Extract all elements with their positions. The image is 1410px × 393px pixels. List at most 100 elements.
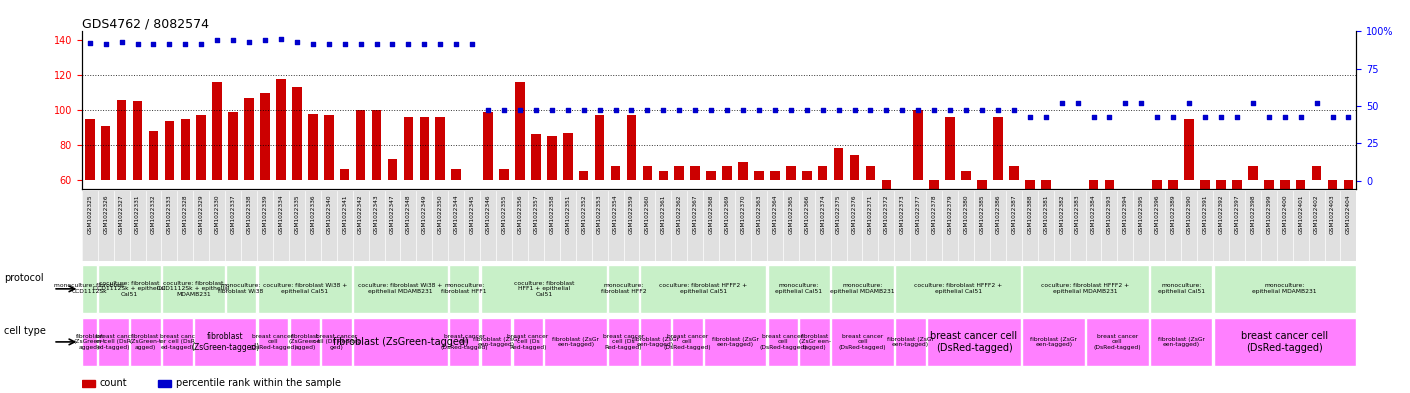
Bar: [1200, 180, 1210, 215]
Point: [461, 41, 484, 48]
Text: breast cancer
cell
(DsRed-tagged): breast cancer cell (DsRed-tagged): [759, 334, 807, 350]
Text: GSM1022376: GSM1022376: [852, 194, 857, 234]
Text: GSM1022404: GSM1022404: [1347, 194, 1351, 234]
Bar: [962, 171, 971, 180]
Text: monoculture:
epithelial Cal51: monoculture: epithelial Cal51: [776, 283, 822, 294]
Bar: [1214, 318, 1356, 366]
Text: GSM1022375: GSM1022375: [836, 194, 842, 234]
Bar: [1169, 180, 1177, 219]
Text: GSM1022343: GSM1022343: [374, 194, 379, 234]
Bar: [1152, 180, 1162, 219]
Point: [381, 41, 403, 48]
Bar: [515, 82, 525, 180]
Bar: [354, 265, 447, 313]
Bar: [640, 265, 766, 313]
Point: [492, 107, 515, 113]
Text: fibroblast (ZsGr
een-tagged): fibroblast (ZsGr een-tagged): [712, 336, 759, 347]
Point: [605, 107, 627, 113]
Bar: [448, 265, 479, 313]
Text: GSM1022341: GSM1022341: [343, 194, 347, 234]
Text: GSM1022332: GSM1022332: [151, 194, 157, 234]
Point: [333, 41, 355, 48]
Bar: [244, 98, 254, 180]
Text: breast cancer
cell
(DsRed-tagged): breast cancer cell (DsRed-tagged): [839, 334, 887, 350]
Point: [238, 39, 261, 45]
Text: breast cancer cell
(DsRed-tagged): breast cancer cell (DsRed-tagged): [1241, 331, 1328, 353]
Bar: [258, 265, 352, 313]
Bar: [929, 180, 939, 189]
Text: GSM1022357: GSM1022357: [533, 194, 539, 234]
Text: GSM1022378: GSM1022378: [932, 194, 936, 234]
Bar: [117, 99, 127, 180]
Bar: [1263, 180, 1273, 219]
Text: protocol: protocol: [4, 273, 44, 283]
Text: breast cancer
cell
(DsRed-tagged): breast cancer cell (DsRed-tagged): [250, 334, 296, 350]
Text: GSM1022397: GSM1022397: [1234, 194, 1239, 234]
Bar: [1344, 180, 1354, 219]
Text: GSM1022326: GSM1022326: [103, 194, 109, 234]
Text: GSM1022337: GSM1022337: [231, 194, 235, 234]
Text: GSM1022368: GSM1022368: [709, 194, 713, 234]
Bar: [1022, 318, 1084, 366]
Bar: [388, 159, 398, 180]
Bar: [276, 79, 286, 180]
Text: monoculture:
epithelial MDAMB231: monoculture: epithelial MDAMB231: [1252, 283, 1317, 294]
Point: [429, 41, 451, 48]
Bar: [324, 115, 334, 180]
Bar: [258, 318, 288, 366]
Point: [1083, 114, 1105, 120]
Text: GSM1022347: GSM1022347: [391, 194, 395, 234]
Text: GSM1022331: GSM1022331: [135, 194, 140, 234]
Text: GSM1022391: GSM1022391: [1203, 194, 1207, 234]
Bar: [448, 318, 479, 366]
Bar: [802, 171, 812, 180]
Text: GSM1022402: GSM1022402: [1314, 194, 1320, 234]
Text: coculture: fibroblast Wi38 +
epithelial MDAMB231: coculture: fibroblast Wi38 + epithelial …: [358, 283, 443, 294]
Point: [1162, 114, 1184, 120]
Point: [1242, 100, 1265, 106]
Point: [811, 107, 833, 113]
Text: fibroblast (ZsGr
een-tagged): fibroblast (ZsGr een-tagged): [632, 336, 678, 347]
Text: GSM1022379: GSM1022379: [948, 194, 953, 234]
Text: GSM1022374: GSM1022374: [821, 194, 825, 234]
Text: GSM1022335: GSM1022335: [295, 194, 299, 234]
Text: GSM1022401: GSM1022401: [1299, 194, 1303, 234]
Text: GSM1022403: GSM1022403: [1330, 194, 1335, 234]
Point: [572, 107, 595, 113]
Point: [843, 107, 866, 113]
Bar: [544, 318, 606, 366]
Bar: [1217, 180, 1225, 219]
Bar: [993, 117, 1003, 180]
Bar: [499, 169, 509, 180]
Point: [557, 107, 580, 113]
Text: GSM1022362: GSM1022362: [677, 194, 682, 234]
Text: fibroblast (ZsGr
een-tagged): fibroblast (ZsGr een-tagged): [1031, 336, 1077, 347]
Text: GSM1022394: GSM1022394: [1122, 194, 1128, 234]
Text: GSM1022360: GSM1022360: [644, 194, 650, 234]
Text: breast cancer
cell
(DsRed-tagged): breast cancer cell (DsRed-tagged): [440, 334, 488, 350]
Text: breast cancer
cell (Ds
Red-tagged): breast cancer cell (Ds Red-tagged): [508, 334, 548, 350]
Point: [127, 41, 149, 48]
Bar: [1296, 180, 1306, 219]
Bar: [626, 115, 636, 180]
Bar: [481, 318, 512, 366]
Bar: [532, 134, 540, 180]
Point: [302, 41, 324, 48]
Bar: [977, 180, 987, 189]
Text: fibroblast
(ZsGreen-t
agged): fibroblast (ZsGreen-t agged): [130, 334, 162, 350]
Bar: [82, 380, 94, 387]
Point: [1177, 100, 1200, 106]
Bar: [608, 265, 639, 313]
Text: GSM1022350: GSM1022350: [437, 194, 443, 234]
Bar: [881, 180, 891, 194]
Bar: [481, 265, 606, 313]
Point: [254, 37, 276, 43]
Text: fibroblast
(ZsGreen-t
agged): fibroblast (ZsGreen-t agged): [289, 334, 321, 350]
Bar: [640, 318, 671, 366]
Point: [1258, 114, 1280, 120]
Point: [684, 107, 706, 113]
Point: [588, 107, 611, 113]
Bar: [1089, 180, 1098, 219]
Bar: [850, 156, 859, 180]
Text: breast cancer cell
(DsRed-tagged): breast cancer cell (DsRed-tagged): [931, 331, 1018, 353]
